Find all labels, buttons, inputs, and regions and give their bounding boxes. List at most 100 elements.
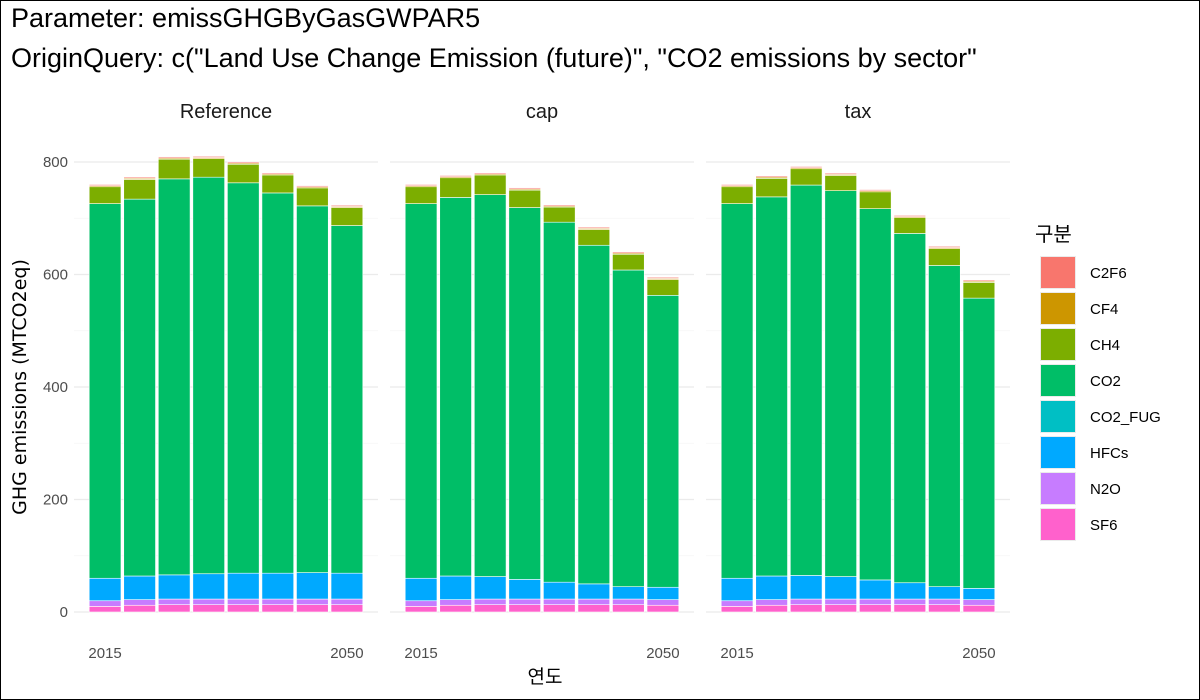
bar-segment-co2 — [543, 221, 576, 583]
y-tick-label: 600 — [43, 267, 68, 284]
bar-segment-sf6 — [473, 604, 507, 613]
bar-segment-c2f6 — [227, 161, 260, 164]
bar-segment-n2o — [893, 598, 927, 605]
bar-segment-sf6 — [404, 606, 438, 613]
bar-segment-n2o — [789, 598, 823, 605]
bar-segment-co2 — [893, 233, 927, 584]
bar-segment-ch4 — [646, 279, 680, 296]
bar-segment-ch4 — [962, 282, 996, 299]
bar-segment-c2f6 — [789, 166, 823, 168]
bar-segment-co2 — [789, 184, 823, 576]
bar-segment-sf6 — [893, 604, 927, 613]
legend-swatch-co2 — [1041, 365, 1075, 396]
facet-strip-label: Reference — [180, 101, 272, 123]
bar-segment-ch4 — [928, 248, 961, 266]
bar-segment-hfcs — [88, 577, 122, 602]
chart-title-line2: OriginQuery: c("Land Use Change Emission… — [11, 43, 977, 73]
bar-segment-co2 — [473, 194, 507, 577]
bar-segment-hfcs — [962, 588, 996, 600]
bar-segment-ch4 — [859, 191, 892, 209]
legend: 구분 C2F6 CF4 CH4 CO2 CO2_FUG HFCs N2O SF6 — [1035, 222, 1161, 541]
bar-segment-hfcs — [330, 572, 364, 600]
bar-segment-n2o — [473, 598, 507, 605]
bar-segment-ch4 — [473, 174, 507, 195]
bar-segment-c2f6 — [296, 185, 329, 188]
bar-segment-hfcs — [755, 575, 788, 600]
bar-segment-sf6 — [824, 604, 857, 613]
bar-segment-ch4 — [543, 206, 576, 223]
bar-segment-n2o — [439, 599, 472, 606]
y-tick-label: 800 — [43, 154, 68, 171]
legend-swatch-sf6 — [1041, 509, 1075, 540]
legend-label: CO2_FUG — [1090, 409, 1161, 426]
bar-segment-sf6 — [962, 604, 996, 613]
bar-segment-ch4 — [404, 186, 438, 204]
bar-segment-sf6 — [88, 606, 122, 613]
bar-segment-c2f6 — [824, 172, 857, 175]
legend-label: CF4 — [1090, 301, 1118, 318]
bar-segment-n2o — [755, 599, 788, 606]
bars-layer — [88, 156, 996, 613]
bar-segment-n2o — [612, 598, 645, 605]
x-tick-label: 2050 — [646, 645, 679, 662]
bar-segment-co2 — [330, 225, 364, 574]
bar-segment-co2 — [824, 190, 857, 577]
bar-segment-n2o — [261, 598, 295, 605]
bar-segment-ch4 — [439, 177, 472, 198]
x-tick-label: 2015 — [404, 645, 437, 662]
bar-segment-n2o — [928, 598, 961, 605]
bar-segment-c2f6 — [928, 246, 961, 248]
legend-swatch-co2_fug — [1041, 401, 1075, 432]
bar-segment-c2f6 — [473, 172, 507, 175]
legend-swatch-c2f6 — [1041, 257, 1075, 288]
legend-label: HFCs — [1090, 445, 1128, 462]
bar-segment-hfcs — [296, 572, 329, 600]
bar-segment-sf6 — [928, 604, 961, 613]
bar-segment-ch4 — [296, 187, 329, 207]
bar-segment-c2f6 — [123, 176, 156, 179]
bar-segment-sf6 — [261, 604, 295, 613]
bar-segment-sf6 — [296, 604, 329, 613]
bar-segment-hfcs — [928, 586, 961, 600]
bar-segment-ch4 — [261, 174, 295, 194]
bar-segment-co2 — [720, 203, 754, 579]
bar-segment-c2f6 — [612, 251, 645, 254]
bar-segment-n2o — [296, 598, 329, 605]
bar-segment-co2 — [261, 192, 295, 574]
bar-segment-sf6 — [439, 604, 472, 613]
bar-segment-c2f6 — [404, 184, 438, 186]
bar-segment-co2 — [157, 178, 191, 576]
bar-segment-ch4 — [577, 229, 611, 246]
bar-segment-c2f6 — [192, 156, 225, 158]
bar-segment-sf6 — [720, 606, 754, 613]
bar-segment-n2o — [859, 598, 892, 605]
bar-segment-c2f6 — [646, 277, 680, 279]
bar-segment-c2f6 — [859, 189, 892, 191]
y-tick-label: 400 — [43, 379, 68, 396]
bar-segment-n2o — [227, 598, 260, 605]
bar-segment-sf6 — [192, 604, 225, 613]
bar-segment-hfcs — [720, 577, 754, 602]
x-tick-label: 2050 — [962, 645, 995, 662]
bar-segment-n2o — [192, 598, 225, 605]
bar-segment-n2o — [962, 599, 996, 606]
bar-segment-hfcs — [789, 575, 823, 600]
bar-segment-hfcs — [646, 586, 680, 600]
bar-segment-c2f6 — [720, 184, 754, 186]
legend-label: SF6 — [1090, 517, 1118, 534]
bar-segment-hfcs — [508, 579, 541, 600]
legend-label: CO2 — [1090, 373, 1121, 390]
bar-segment-c2f6 — [88, 184, 122, 186]
bar-segment-ch4 — [755, 178, 788, 198]
bar-segment-n2o — [577, 598, 611, 605]
legend-swatch-hfcs — [1041, 437, 1075, 468]
bar-segment-ch4 — [192, 158, 225, 178]
bar-segment-ch4 — [330, 207, 364, 226]
y-tick-label: 200 — [43, 492, 68, 509]
bar-segment-n2o — [404, 600, 438, 607]
bar-segment-c2f6 — [157, 156, 191, 159]
bar-segment-c2f6 — [508, 187, 541, 190]
bar-segment-c2f6 — [577, 226, 611, 229]
chart-title-line1: Parameter: emissGHGByGasGWPAR5 — [11, 3, 481, 33]
bar-segment-co2 — [755, 196, 788, 577]
